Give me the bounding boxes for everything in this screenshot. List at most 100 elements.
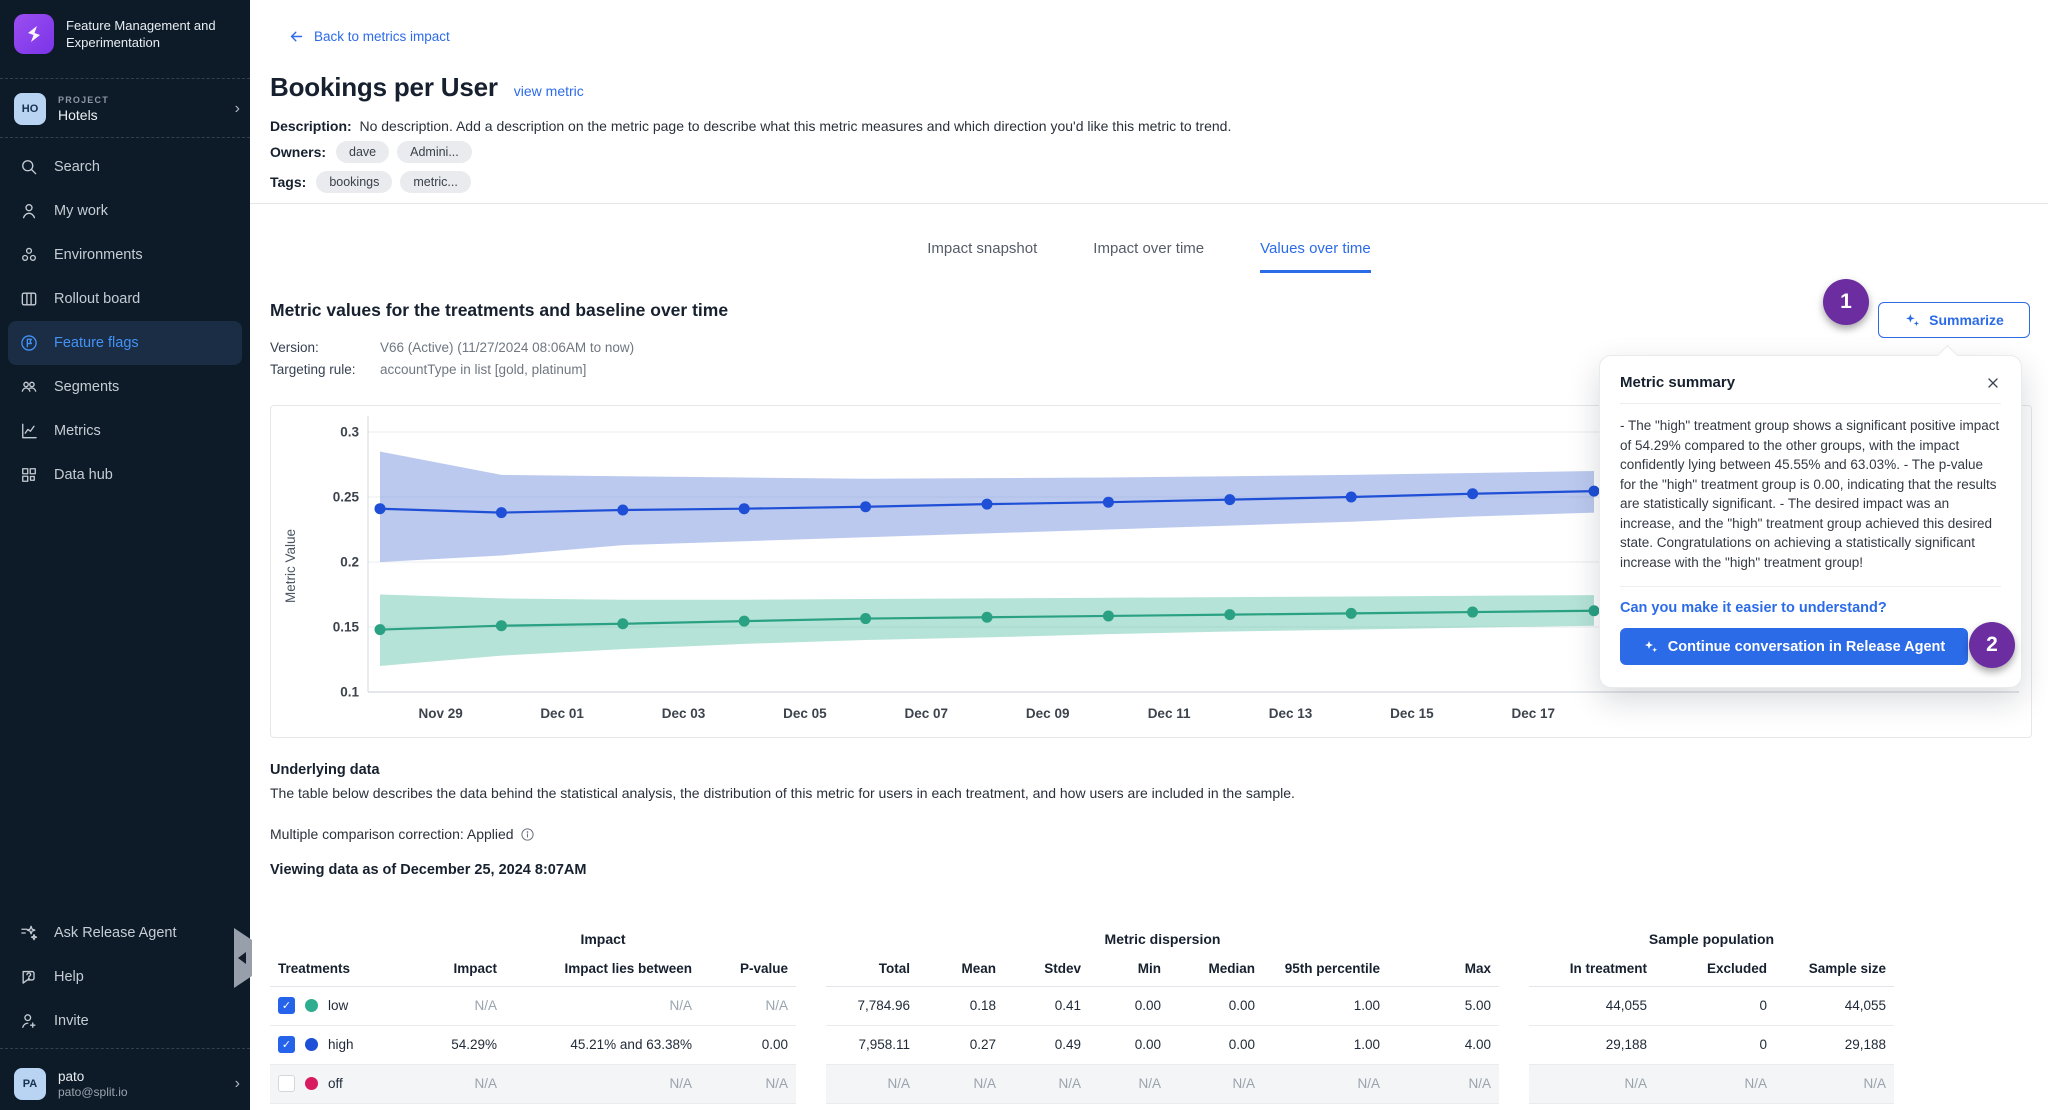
column-header-stdev: Stdev [1004,952,1089,987]
view-metric-link[interactable]: view metric [513,83,584,99]
sidebar-item-feature-flags[interactable]: Feature flags [8,321,242,365]
environments-icon [22,247,37,262]
sidebar-item-data-hub[interactable]: Data hub [8,453,242,497]
column-header-impact-lies-between: Impact lies between [505,952,700,987]
feature-flags-icon [21,335,37,351]
column-header-95th-percentile: 95th percentile [1263,952,1388,987]
search-icon [22,160,37,175]
sidebar-collapse-toggle[interactable] [234,928,252,988]
owners-chips: dave Admini... [336,141,472,163]
ask-agent-icon [21,925,38,941]
cell-low-mean: 0.18 [918,986,1004,1026]
treatment-checkbox-high[interactable]: ✓ [278,1036,295,1053]
cell-high-max: 4.00 [1388,1025,1499,1065]
svg-text:Dec 09: Dec 09 [1026,706,1070,721]
treatment-label: low [328,998,349,1013]
cell-off-p-value: N/A [700,1064,796,1104]
column-header-impact: Impact [410,952,505,987]
tags-chips: bookings metric... [316,171,471,193]
sidebar-item-rollout-board[interactable]: Rollout board [8,277,242,321]
segments-icon [21,381,37,392]
tag-chip[interactable]: metric... [400,171,471,193]
info-icon[interactable] [520,827,535,842]
summarize-button[interactable]: Summarize [1878,302,2030,338]
svg-text:Dec 13: Dec 13 [1269,706,1313,721]
cell-off-impact-lies-between: N/A [505,1064,700,1104]
owner-chip[interactable]: dave [336,141,390,163]
cell-high-min: 0.00 [1089,1025,1169,1065]
panel-title: Metric summary [1620,374,1736,391]
cell-off-sample-size: N/A [1775,1064,1894,1104]
sidebar-nav: Search My work Environments Rollout board Fe… [8,145,242,497]
metrics-icon [22,423,37,439]
owner-chip[interactable]: Admini... [397,141,472,163]
column-header-excluded: Excluded [1655,952,1775,987]
column-header-min: Min [1089,952,1169,987]
treatment-checkbox-low[interactable]: ✓ [278,997,295,1014]
sidebar-item-environments[interactable]: Environments [8,233,242,277]
svg-text:0.1: 0.1 [340,685,359,700]
continue-conversation-button[interactable]: Continue conversation in Release Agent [1620,628,1968,665]
tab-values-over-time[interactable]: Values over time [1260,240,1371,273]
column-header-in-treatment: In treatment [1529,952,1655,987]
cell-off-excluded: N/A [1655,1064,1775,1104]
treatment-color-dot [305,1077,318,1090]
cell-low-impact: N/A [410,986,505,1026]
followup-question-link[interactable]: Can you make it easier to understand? [1620,600,1887,616]
sidebar-item-my-work[interactable]: My work [8,189,242,233]
divider [250,203,2048,204]
back-link[interactable]: Back to metrics impact [288,28,450,45]
sidebar-item-segments[interactable]: Segments [8,365,242,409]
column-header-max: Max [1388,952,1499,987]
cell-high-sample-size: 29,188 [1775,1025,1894,1065]
tab-impact-snapshot[interactable]: Impact snapshot [927,240,1038,257]
sidebar-item-ask-release-agent[interactable]: Ask Release Agent [8,911,242,955]
treatment-label: high [328,1037,354,1052]
table-row-low: ✓ low N/A N/A N/A 7,784.96 0.18 0.41 0.00 0.00 1.0… [270,986,1894,1026]
user-menu[interactable]: PA pato pato@split.io › [14,1058,240,1110]
owners-row: Owners: dave Admini... [270,141,472,163]
correction-text: Multiple comparison correction: Applied [270,826,514,842]
sidebar-footer-nav: Ask Release Agent Help Invite [8,911,242,1043]
svg-text:Nov 29: Nov 29 [419,706,463,721]
chevron-right-icon: › [234,1075,240,1092]
sidebar-item-search[interactable]: Search [8,145,242,189]
metric-description: Description: No description. Add a descr… [270,118,1231,134]
sidebar-item-help[interactable]: Help [8,955,242,999]
avatar: PA [14,1068,46,1100]
my-work-icon [22,204,36,219]
close-icon[interactable] [1985,375,2001,391]
group-header-sample-population: Sample population [1648,931,1775,947]
app-logo[interactable]: Feature Management and Experimentation [14,14,226,54]
sidebar-item-metrics[interactable]: Metrics [8,409,242,453]
continue-conversation-label: Continue conversation in Release Agent [1667,638,1946,655]
column-header-mean: Mean [918,952,1004,987]
user-name: pato [58,1069,85,1084]
summary-text: - The "high" treatment group shows a sig… [1620,404,2001,587]
cell-low-95th-percentile: 1.00 [1263,986,1388,1026]
sidebar-item-label: Data hub [54,467,113,483]
sidebar-item-label: Rollout board [54,291,141,307]
split-logo-icon [14,14,54,54]
tab-impact-over-time[interactable]: Impact over time [1093,240,1205,257]
column-header-treatments: Treatments [270,952,410,987]
treatment-color-dot [305,999,318,1012]
cell-low-excluded: 0 [1655,986,1775,1026]
tab-bar: Impact snapshot Impact over time Values ov… [250,240,2048,273]
sidebar-item-invite[interactable]: Invite [8,999,242,1043]
cell-off-total: N/A [826,1064,918,1104]
annotation-step-1-badge: 1 [1823,279,1869,325]
tag-chip[interactable]: bookings [316,171,393,193]
cell-off-95th-percentile: N/A [1263,1064,1388,1104]
targeting-rule-row: Targeting rule: accountType in list [gol… [270,362,586,377]
treatment-checkbox-off[interactable] [278,1075,295,1092]
panel-caret [1936,344,1959,367]
svg-text:Dec 15: Dec 15 [1390,706,1434,721]
table-row-high: ✓ high 54.29% 45.21% and 63.38% 0.00 7,958.11… [270,1025,1894,1065]
description-label: Description: [270,118,352,134]
project-switcher[interactable]: HO PROJECT Hotels › [14,86,240,132]
cell-high-p-value: 0.00 [700,1025,796,1065]
cell-high-mean: 0.27 [918,1025,1004,1065]
sidebar-item-label: Invite [54,1013,89,1029]
treatment-color-dot [305,1038,318,1051]
